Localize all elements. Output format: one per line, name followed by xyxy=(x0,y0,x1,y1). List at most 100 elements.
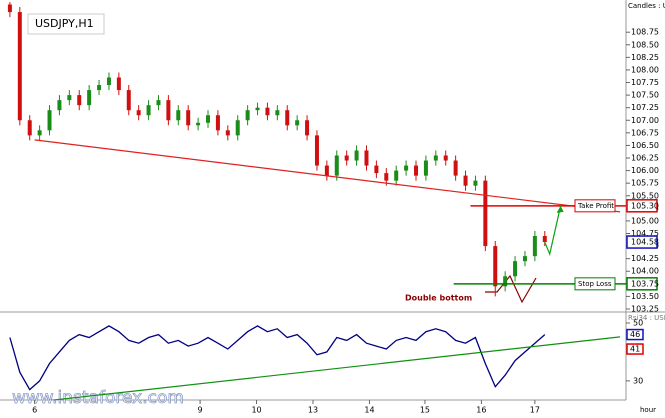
y-tick-label: 50 xyxy=(633,318,643,327)
x-tick-label: 6 xyxy=(32,406,37,415)
y-tick-label: 104.75 xyxy=(631,229,659,238)
candle-body xyxy=(126,90,131,111)
candle-body xyxy=(255,107,260,111)
candle-body xyxy=(186,110,191,126)
candle-body xyxy=(423,160,428,176)
price-tag xyxy=(626,277,658,291)
y-tick-label: 108.25 xyxy=(631,53,659,62)
y-tick-label: 105.50 xyxy=(631,191,659,200)
candle-body xyxy=(7,4,12,13)
candle-body xyxy=(295,120,300,126)
y-tick-label: 103.50 xyxy=(631,292,659,301)
price-panel xyxy=(7,2,621,297)
y-tick-label: 105.75 xyxy=(631,179,659,188)
y-tick-label: 108.00 xyxy=(631,65,659,74)
oscillator-tag-label: 41 xyxy=(630,345,640,354)
candle-body xyxy=(344,155,349,161)
chart-title: USDJPY,H1 xyxy=(35,17,94,30)
y-tick-label: 104.25 xyxy=(631,254,659,263)
x-tick-label: 16 xyxy=(476,406,486,415)
x-tick-label: 10 xyxy=(251,406,261,415)
candle-body xyxy=(542,236,547,243)
trendline xyxy=(34,139,621,213)
candle-body xyxy=(17,12,22,121)
x-unit: hour xyxy=(640,406,656,414)
candle-body xyxy=(522,256,527,262)
candle-body xyxy=(245,110,250,121)
annotation: Double bottom xyxy=(405,294,472,303)
y-tick-label: 107.25 xyxy=(631,103,659,112)
candle-body xyxy=(166,100,171,121)
oscillator-trendline xyxy=(48,336,621,400)
candle-body xyxy=(265,107,270,116)
candle-body xyxy=(324,165,329,176)
candle-body xyxy=(473,180,478,186)
oscillator-tag xyxy=(626,343,644,355)
y-tick-label: 108.50 xyxy=(631,40,659,49)
candle-body xyxy=(136,110,141,116)
candle-body xyxy=(374,165,379,174)
candle-body xyxy=(57,100,62,111)
candle-body xyxy=(493,246,498,287)
y-tick-label: 107.75 xyxy=(631,78,659,87)
candle-body xyxy=(37,130,42,136)
x-tick-label: 15 xyxy=(420,406,430,415)
candle-body xyxy=(176,110,181,121)
double-bottom-shape xyxy=(485,274,537,304)
y-tick-label: 30 xyxy=(633,376,643,385)
candle-body xyxy=(116,77,121,91)
candle-body xyxy=(156,100,161,106)
level-box xyxy=(574,277,616,291)
price-tag-label: 103.75 xyxy=(631,279,659,288)
y-tick-label: 106.00 xyxy=(631,166,659,175)
candle-body xyxy=(196,122,201,126)
y-tick-label: 106.75 xyxy=(631,128,659,137)
candle-body xyxy=(354,150,359,161)
candle-body xyxy=(27,120,32,136)
candle-body xyxy=(513,261,518,277)
projection-arrow xyxy=(544,205,562,257)
candle-body xyxy=(433,155,438,161)
x-tick-label: 9 xyxy=(198,406,203,415)
oscillator-name: Rsi34 : USD xyxy=(628,314,665,322)
subtitle: Candles : U xyxy=(628,2,665,10)
y-tick-label: 105.00 xyxy=(631,216,659,225)
price-tag xyxy=(626,235,658,249)
candle-body xyxy=(463,175,468,186)
candle-body xyxy=(394,170,399,181)
candle-body xyxy=(47,110,52,131)
level-name: Take Profit xyxy=(577,202,614,210)
y-tick-label: 108.75 xyxy=(631,28,659,37)
candle-body xyxy=(414,165,419,176)
candle-body xyxy=(67,95,72,101)
candle-body xyxy=(384,173,389,181)
candle-body xyxy=(285,110,290,126)
y-tick-label: 107.50 xyxy=(631,91,659,100)
candle-body xyxy=(146,105,151,116)
y-tick-label: 104.00 xyxy=(631,267,659,276)
y-tick-label: 106.50 xyxy=(631,141,659,150)
level-box xyxy=(574,199,616,213)
price-tag xyxy=(626,199,658,213)
candle-body xyxy=(275,110,280,116)
oscillator-tag-label: 46 xyxy=(630,330,640,339)
candle-body xyxy=(225,130,230,136)
x-tick-label: 17 xyxy=(530,406,540,415)
candle-body xyxy=(97,85,102,91)
candle-body xyxy=(483,180,488,247)
oscillator-line xyxy=(9,325,546,391)
candle-body xyxy=(443,155,448,161)
price-tag-label: 105.30 xyxy=(631,201,659,210)
candle-body xyxy=(215,115,220,131)
candle-body xyxy=(106,77,111,86)
oscillator-tag xyxy=(626,328,644,341)
candle-body xyxy=(87,90,92,106)
x-tick-label: 13 xyxy=(308,406,318,415)
y-tick-label: 106.25 xyxy=(631,154,659,163)
candle-body xyxy=(77,95,82,106)
watermark: www.instaforex.com xyxy=(12,388,184,408)
candle-body xyxy=(503,276,508,287)
price-tag-label: 104.58 xyxy=(631,238,659,247)
